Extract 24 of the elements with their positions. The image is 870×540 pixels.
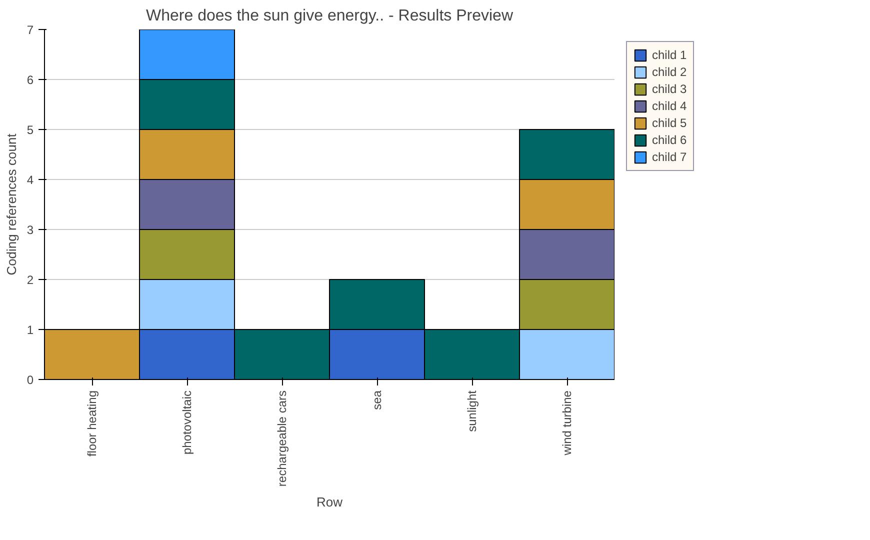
- x-tick-label: photovoltaic: [180, 390, 194, 455]
- y-tick-label: 7: [26, 23, 34, 37]
- x-tick-label: rechargeable cars: [275, 390, 289, 487]
- x-tick-label: sea: [370, 390, 384, 410]
- y-tick-label: 6: [26, 73, 34, 87]
- y-tick-label: 1: [26, 323, 34, 337]
- x-tick-label: sunlight: [465, 390, 479, 432]
- x-tick-label: floor heating: [85, 390, 99, 457]
- legend-label: child 5: [652, 116, 687, 130]
- x-axis-title: Row: [316, 494, 344, 510]
- chart-title: Where does the sun give energy.. - Results Preview: [146, 8, 514, 24]
- y-tick-label: 2: [26, 273, 34, 287]
- legend-label: child 2: [652, 65, 687, 79]
- legend-label: child 6: [652, 133, 687, 147]
- y-axis-title: Coding references count: [4, 133, 19, 276]
- x-tick-label: wind turbine: [560, 390, 574, 456]
- y-tick-label: 4: [26, 173, 34, 187]
- y-tick-label: 5: [26, 123, 34, 137]
- legend-label: child 7: [652, 150, 687, 164]
- legend-label: child 4: [652, 99, 687, 113]
- legend-label: child 3: [652, 82, 687, 96]
- legend-label: child 1: [652, 48, 687, 62]
- y-tick-label: 0: [26, 373, 34, 387]
- y-tick-label: 3: [26, 223, 34, 237]
